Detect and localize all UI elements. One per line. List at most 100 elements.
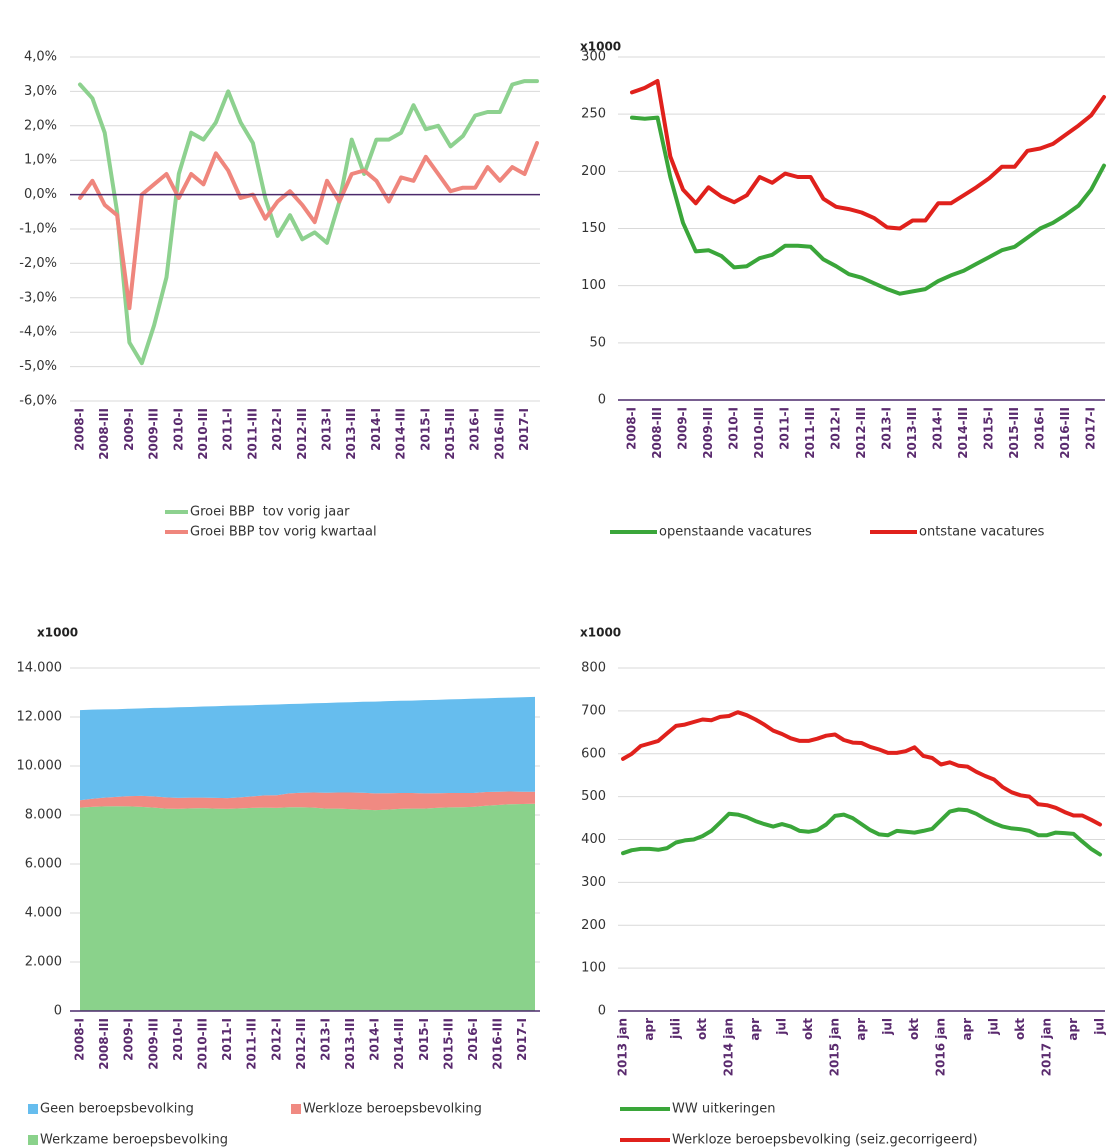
y-tick-label: 100 [581, 961, 606, 976]
x-tick-label: 2012-I [269, 1018, 283, 1061]
x-tick-label: 2016-III [492, 408, 506, 460]
x-tick-label: 2016-I [1033, 407, 1047, 450]
y-tick-label: -4,0% [19, 325, 57, 340]
x-tick-label: 2017 jan [1040, 1018, 1054, 1076]
x-tick-label: 2016-III [491, 1018, 505, 1070]
x-tick-label: 2013-III [344, 408, 358, 460]
x-tick-label: 2009-I [676, 407, 690, 450]
unit-label: x1000 [580, 626, 621, 640]
x-tick-label: 2008-III [650, 407, 664, 459]
x-tick-label: 2012-I [829, 407, 843, 450]
y-tick-label: 10.000 [17, 759, 63, 774]
x-tick-label: 2011-I [220, 1018, 234, 1061]
y-tick-label: 2,0% [24, 118, 57, 133]
x-tick-label: jul [1093, 1018, 1107, 1036]
x-tick-label: 2015-III [1007, 407, 1021, 459]
legend-label: WW uitkeringen [672, 1102, 776, 1117]
y-tick-label: 14.000 [17, 661, 63, 676]
x-tick-label: 2013-I [880, 407, 894, 450]
legend-label: ontstane vacatures [919, 525, 1045, 540]
y-tick-label: 300 [581, 50, 606, 65]
x-tick-label: 2012-III [295, 408, 309, 460]
x-tick-label: 2013-III [343, 1018, 357, 1070]
x-tick-label: 2010-I [171, 408, 185, 451]
x-tick-label: 2014-I [931, 407, 945, 450]
y-tick-label: 150 [581, 221, 606, 236]
y-tick-label: 8.000 [25, 808, 62, 823]
line [630, 115, 1106, 296]
x-tick-label: 2010-III [196, 408, 210, 460]
legend-label: Werkloze beroepsbevolking (seiz.gecorrig… [672, 1133, 978, 1148]
x-tick-label: 2011-I [221, 408, 235, 451]
unit-label: x1000 [37, 626, 78, 640]
legend-swatch [28, 1135, 38, 1145]
x-tick-label: 2017-I [515, 1018, 529, 1061]
legend-label: openstaande vacatures [659, 525, 812, 540]
y-tick-label: 600 [581, 746, 606, 761]
x-tick-label: 2009-I [122, 408, 136, 451]
y-tick-label: 4.000 [25, 906, 62, 921]
x-tick-label: 2008-III [97, 1018, 111, 1070]
y-tick-label: 12.000 [17, 710, 63, 725]
y-tick-label: 0,0% [24, 187, 57, 202]
y-tick-label: 0 [598, 1004, 606, 1019]
area [80, 791, 535, 811]
y-tick-label: 1,0% [24, 153, 57, 168]
y-tick-label: 3,0% [24, 84, 57, 99]
legend-swatch [28, 1104, 38, 1114]
y-tick-label: -5,0% [19, 359, 57, 374]
x-tick-label: 2013-I [318, 1018, 332, 1061]
x-tick-label: jul [775, 1018, 789, 1036]
x-tick-label: 2012-I [270, 408, 284, 451]
y-tick-label: 2.000 [25, 955, 62, 970]
x-tick-label: 2011-III [245, 408, 259, 460]
x-tick-label: jul [987, 1018, 1001, 1036]
area [80, 696, 535, 801]
x-tick-label: 2016 jan [934, 1018, 948, 1076]
legend-label: Groei BBP tov vorig jaar [190, 505, 350, 520]
y-tick-label: -1,0% [19, 222, 57, 237]
x-tick-label: apr [748, 1018, 762, 1041]
x-tick-label: 2015-III [443, 408, 457, 460]
legend-swatch [291, 1104, 301, 1114]
y-tick-label: 4,0% [24, 50, 57, 65]
x-tick-label: 2011-III [803, 407, 817, 459]
x-tick-label: 2011-III [245, 1018, 259, 1070]
x-tick-label: 2009-III [701, 407, 715, 459]
x-tick-label: 2014-I [368, 1018, 382, 1061]
y-tick-label: 250 [581, 107, 606, 122]
y-tick-label: 100 [581, 278, 606, 293]
area [80, 803, 535, 1011]
x-tick-label: 2010-III [752, 407, 766, 459]
x-tick-label: 2015 jan [828, 1018, 842, 1076]
x-tick-label: 2014-III [394, 408, 408, 460]
x-tick-label: 2009-III [146, 1018, 160, 1070]
legend-label: Werkloze beroepsbevolking [303, 1102, 482, 1117]
x-tick-label: apr [854, 1018, 868, 1041]
legend-label: Groei BBP tov vorig kwartaal [190, 525, 377, 540]
y-tick-label: 800 [581, 661, 606, 676]
x-tick-label: 2016-I [468, 408, 482, 451]
x-tick-label: 2016-I [466, 1018, 480, 1061]
line [78, 141, 539, 311]
y-tick-label: -2,0% [19, 256, 57, 271]
y-tick-label: 500 [581, 789, 606, 804]
x-tick-label: 2014 jan [722, 1018, 736, 1076]
legend-label: Geen beroepsbevolking [40, 1102, 194, 1117]
x-tick-label: 2017-I [1084, 407, 1098, 450]
x-tick-label: 2008-I [73, 1018, 87, 1061]
x-tick-label: 2008-I [625, 407, 639, 450]
x-tick-label: 2013-I [320, 408, 334, 451]
x-tick-label: 2012-III [294, 1018, 308, 1070]
y-tick-label: 400 [581, 832, 606, 847]
x-tick-label: 2015-I [982, 407, 996, 450]
x-tick-label: 2009-I [122, 1018, 136, 1061]
y-tick-label: 0 [598, 393, 606, 408]
y-tick-label: 50 [589, 335, 606, 350]
x-tick-label: apr [642, 1018, 656, 1041]
x-tick-label: 2010-I [171, 1018, 185, 1061]
y-tick-label: 300 [581, 875, 606, 890]
x-tick-label: okt [1013, 1018, 1027, 1040]
x-tick-label: 2013 jan [616, 1018, 630, 1076]
